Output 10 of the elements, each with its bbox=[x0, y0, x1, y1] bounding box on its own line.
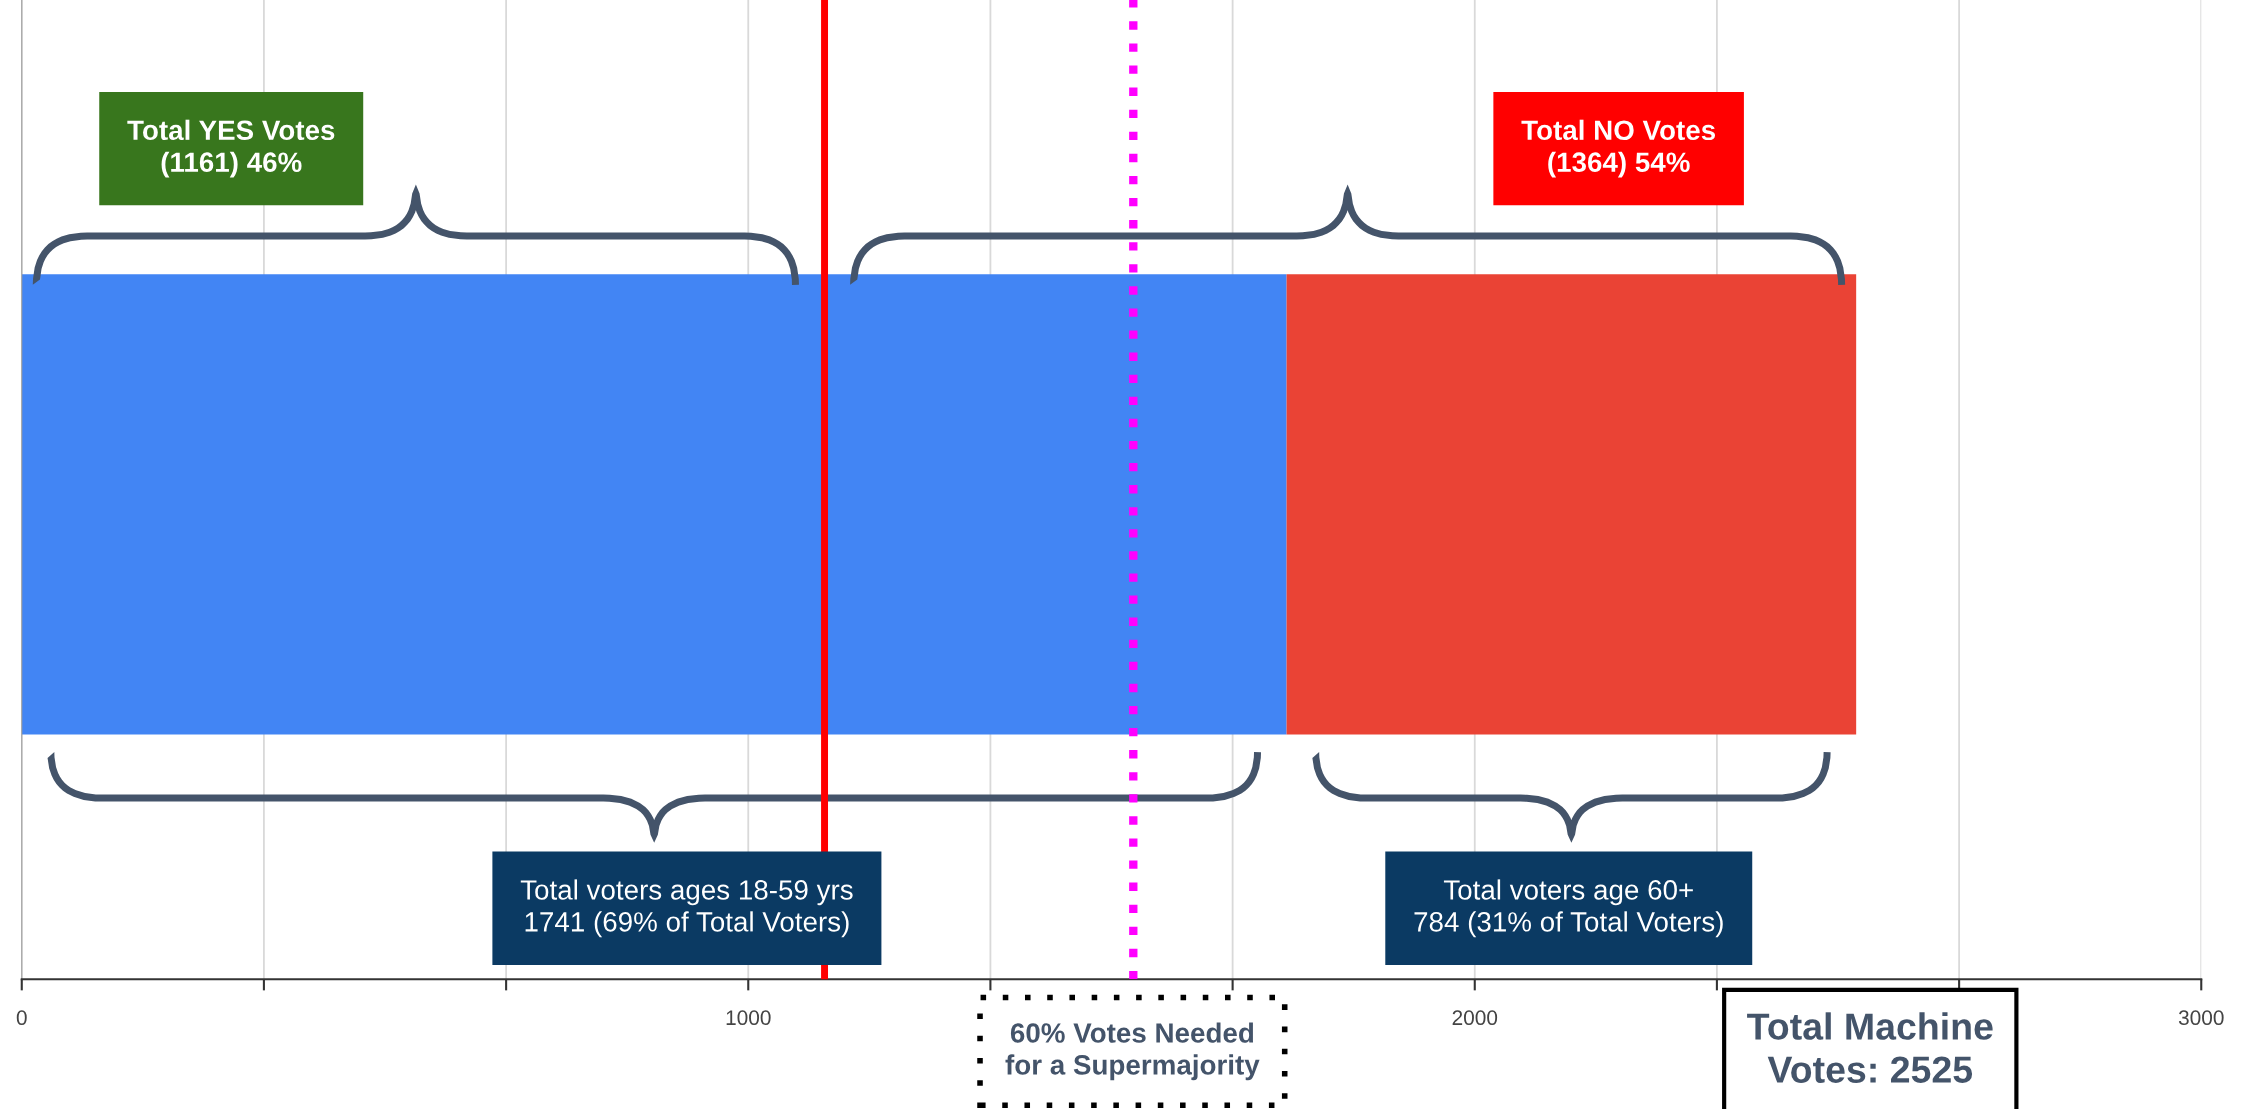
ref-line-label: 60% Votes Needed for a Supermajority bbox=[1005, 1022, 1260, 1081]
x-tick-label: 3000 bbox=[2178, 1010, 2224, 1026]
x-tick-label: 1000 bbox=[726, 1010, 771, 1026]
annotation: Total YES Votes (1161) 46% bbox=[127, 119, 335, 178]
text: Total Machine Votes: 2525 bbox=[1747, 1012, 1993, 1083]
x-tick-label: 0 bbox=[16, 1010, 27, 1026]
annotation: Total voters age 60+ 784 (31% of Total Voters) bbox=[1414, 879, 1723, 938]
x-tick-label: 2000 bbox=[1452, 1010, 1498, 1026]
annotation: Total voters ages 18-59 yrs 1741 (69% of Total Voters) bbox=[520, 879, 853, 938]
annotation: Total NO Votes (1364) 54% bbox=[1521, 119, 1716, 178]
